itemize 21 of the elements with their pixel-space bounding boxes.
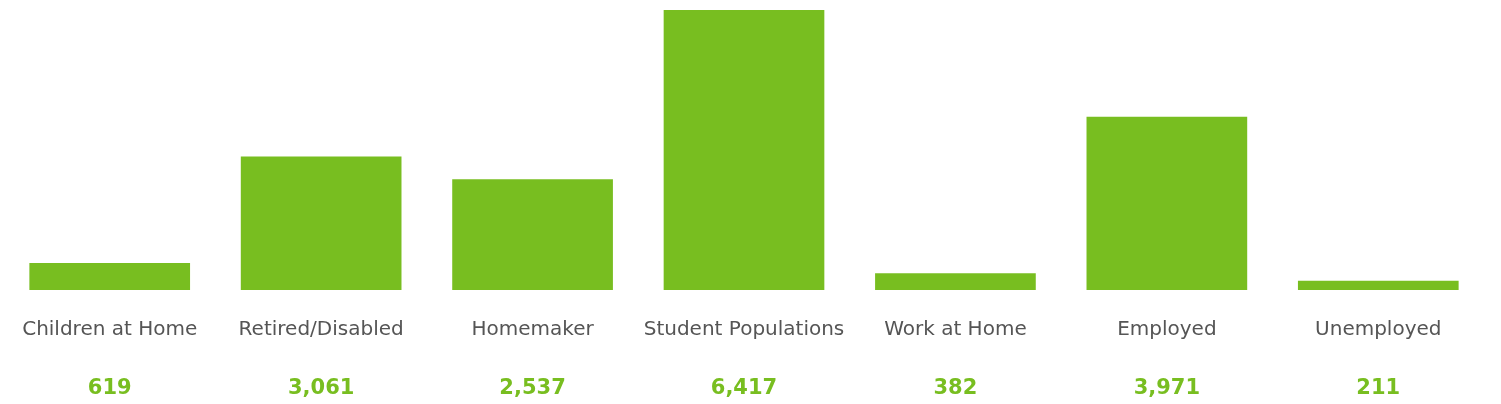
- bar: [1297, 280, 1459, 290]
- x-tick-label: Children at Home: [22, 315, 198, 340]
- data-label: 211: [1356, 375, 1401, 399]
- bar: [1086, 116, 1248, 290]
- data-label: 6,417: [710, 375, 778, 399]
- bar: [663, 10, 825, 290]
- data-label: 619: [87, 375, 132, 399]
- data-label: 3,971: [1133, 375, 1201, 399]
- bar: [240, 156, 402, 290]
- bar: [29, 262, 191, 290]
- data-label: 3,061: [287, 375, 355, 399]
- x-tick-label: Work at Home: [884, 315, 1027, 340]
- x-tick-label: Retired/Disabled: [238, 315, 404, 340]
- x-tick-label: Unemployed: [1315, 315, 1442, 340]
- data-label: 382: [933, 375, 978, 399]
- bar: [875, 273, 1036, 290]
- data-label: 2,537: [499, 375, 566, 399]
- x-tick-label: Homemaker: [471, 315, 595, 340]
- bar: [452, 179, 613, 290]
- x-tick-label: Employed: [1117, 315, 1217, 340]
- x-tick-label: Student Populations: [643, 315, 845, 340]
